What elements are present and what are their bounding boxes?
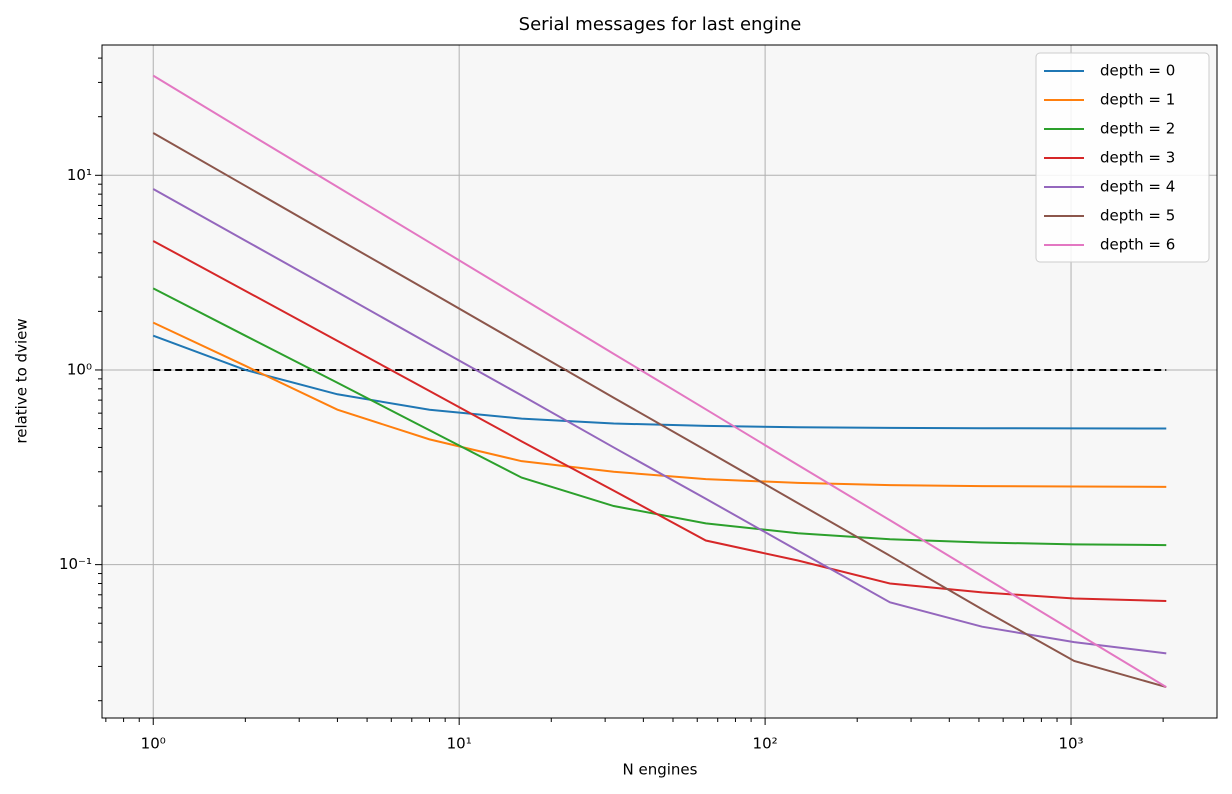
series-line <box>152 321 1167 488</box>
legend-box <box>1035 52 1210 263</box>
legend-label: depth = 6 <box>1100 236 1175 254</box>
series-line <box>152 188 1167 655</box>
x-axis-label: N engines <box>623 761 698 779</box>
y-tick-label: 10⁻¹ <box>59 555 92 573</box>
y-axis-label: relative to dview <box>13 318 31 443</box>
x-tick-label: 10³ <box>1058 735 1083 753</box>
legend-label: depth = 0 <box>1100 62 1175 80</box>
x-tick-label: 10² <box>753 735 778 753</box>
plot-frame <box>101 44 1218 719</box>
legend-label: depth = 4 <box>1100 178 1175 196</box>
legend-label: depth = 2 <box>1100 120 1175 138</box>
chart-title: Serial messages for last engine <box>519 14 802 35</box>
legend-label: depth = 3 <box>1100 149 1175 167</box>
y-tick-label: 10⁰ <box>67 360 92 378</box>
y-tick-label: 10¹ <box>67 166 92 184</box>
x-tick-label: 10¹ <box>447 735 472 753</box>
legend-label: depth = 1 <box>1100 91 1175 109</box>
legend-label: depth = 5 <box>1100 207 1175 225</box>
series-line <box>152 74 1167 688</box>
series-line <box>152 132 1167 689</box>
x-tick-label: 10⁰ <box>141 735 166 753</box>
series-line <box>152 240 1167 603</box>
